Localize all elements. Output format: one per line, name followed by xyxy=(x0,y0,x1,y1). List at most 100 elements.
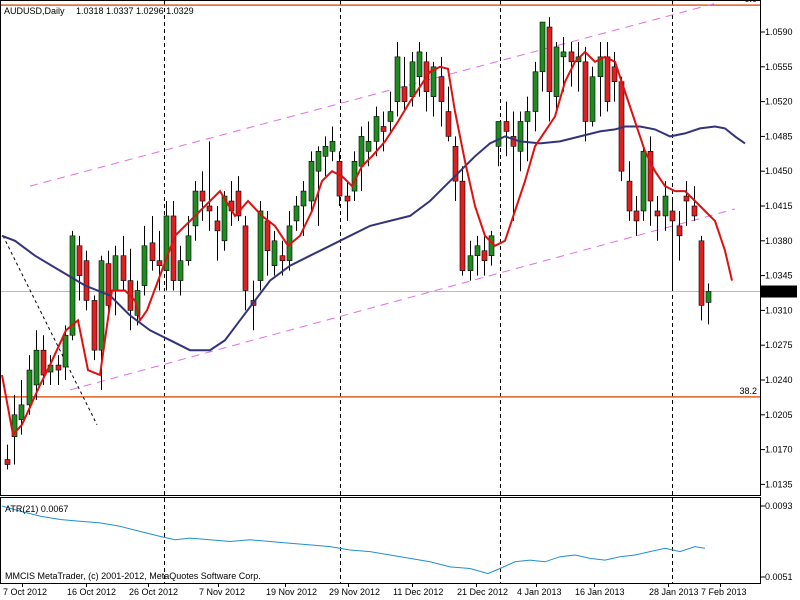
candle xyxy=(481,235,488,276)
candle-body xyxy=(91,300,98,351)
candle-body xyxy=(98,260,105,351)
channel-upper-line xyxy=(29,1,721,187)
candle-body xyxy=(40,349,47,376)
time-tick-label: 7 Feb 2013 xyxy=(701,587,747,597)
candle-body xyxy=(387,111,394,122)
candle xyxy=(691,186,698,221)
price-tick-label: 1.0450 xyxy=(765,166,793,176)
candle xyxy=(221,191,228,251)
candle-body xyxy=(112,255,119,291)
candle xyxy=(546,17,553,122)
candle xyxy=(401,56,408,112)
candle-body xyxy=(568,51,575,63)
candle xyxy=(76,235,83,301)
candle-body xyxy=(257,210,264,281)
candle-body xyxy=(474,245,481,257)
candle-body xyxy=(235,190,242,217)
candle xyxy=(279,240,286,276)
candle xyxy=(235,176,242,221)
price-tick-label: 1.0310 xyxy=(765,305,793,315)
atr-line xyxy=(1,505,706,575)
candle-body xyxy=(105,263,112,306)
candle xyxy=(633,196,640,236)
candle-body xyxy=(445,111,452,137)
candle-body xyxy=(481,250,488,261)
candle-body xyxy=(69,235,76,336)
candle xyxy=(539,21,546,92)
candle xyxy=(380,111,387,152)
candles xyxy=(4,17,712,470)
candle-body xyxy=(373,116,380,142)
candle-body xyxy=(192,190,199,227)
candle xyxy=(445,86,452,142)
candle-body xyxy=(683,195,690,202)
candle xyxy=(206,141,213,231)
candle xyxy=(308,151,315,211)
candle xyxy=(495,121,502,167)
fib-level-label: 0.0 xyxy=(744,0,757,4)
candle xyxy=(553,41,560,112)
candle-body xyxy=(524,111,531,122)
candle xyxy=(640,146,647,221)
candle-body xyxy=(633,210,640,222)
candle xyxy=(242,215,249,311)
fib-level-label: 38.2 xyxy=(739,386,757,396)
candle-body xyxy=(589,76,596,122)
candle-body xyxy=(293,205,300,222)
candle-body xyxy=(33,349,40,386)
candle-body xyxy=(676,225,683,237)
candle xyxy=(589,66,596,127)
candle xyxy=(199,171,206,221)
candle-body xyxy=(4,459,11,465)
candle-body xyxy=(149,242,156,261)
candle xyxy=(467,240,474,281)
candle-body xyxy=(170,215,177,281)
price-axis: 1.0590 1.0555 1.0520 1.0485 1.0450 1.0415 1.03… xyxy=(761,27,797,489)
candle xyxy=(322,136,329,177)
candle xyxy=(438,56,445,127)
candle xyxy=(177,245,184,296)
candle xyxy=(214,206,221,261)
price-tick-label: 1.0135 xyxy=(765,479,793,489)
candle-body xyxy=(611,66,618,83)
candle xyxy=(62,325,69,380)
candle xyxy=(293,196,300,231)
candle xyxy=(597,41,604,117)
candle-body xyxy=(647,151,654,202)
price-tick-label: 1.0240 xyxy=(765,375,793,385)
candle xyxy=(560,36,567,92)
current-price-box xyxy=(761,285,797,298)
time-tick-label: 7 Oct 2012 xyxy=(3,587,47,597)
time-tick-label: 16 Jan 2013 xyxy=(575,587,625,597)
candle-body xyxy=(221,195,228,242)
current-price-label: 1.0329 xyxy=(764,287,792,297)
ohlc-header: 1.0318 1.0337 1.0296 1.0329 xyxy=(76,6,194,16)
candle xyxy=(185,215,192,266)
candle xyxy=(474,235,481,276)
candle xyxy=(26,355,33,415)
atr-indicator: 0.0093 0.0051 xyxy=(1,501,793,582)
price-tick-label: 1.0380 xyxy=(765,236,793,246)
candle xyxy=(582,46,589,142)
candle-body xyxy=(344,195,351,202)
slow-ma-line xyxy=(1,125,746,352)
candle-body xyxy=(698,240,705,306)
candle-body xyxy=(560,51,567,58)
candle xyxy=(683,181,690,226)
candle xyxy=(647,136,654,226)
candle-body xyxy=(141,245,148,286)
time-tick-label: 28 Jan 2013 xyxy=(649,587,699,597)
candle-body xyxy=(532,71,539,112)
candle-body xyxy=(177,260,184,281)
candle-body xyxy=(26,369,33,406)
copyright-text: MMCIS MetaTrader, (c) 2001-2012, MetaQuo… xyxy=(5,571,261,581)
candle-body xyxy=(604,56,611,102)
candle-body xyxy=(300,190,307,207)
candle xyxy=(105,250,112,311)
candle-body xyxy=(459,180,466,271)
candle xyxy=(452,136,459,202)
candle-body xyxy=(438,76,445,102)
candle-body xyxy=(488,235,495,257)
candle-body xyxy=(669,210,676,222)
candle xyxy=(503,101,510,157)
